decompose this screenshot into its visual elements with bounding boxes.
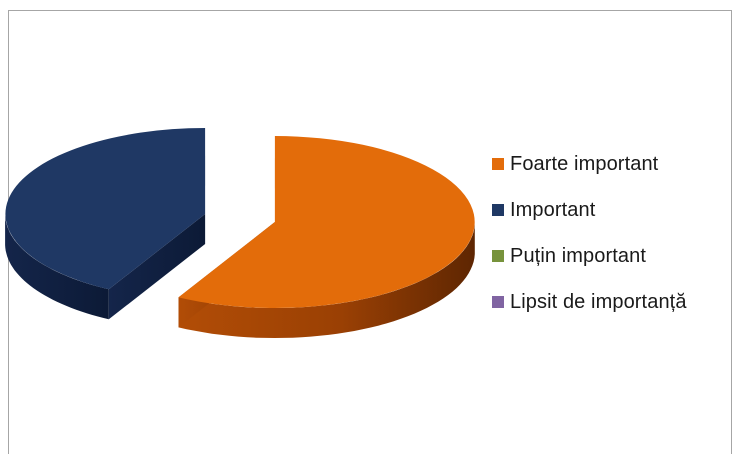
legend-item: Foarte important bbox=[492, 152, 687, 176]
legend-swatch bbox=[492, 250, 504, 262]
pie-slice bbox=[5, 128, 206, 320]
pie-slice-top bbox=[178, 136, 475, 308]
legend-label: Foarte important bbox=[510, 152, 659, 175]
chart-legend: Foarte important Important Puțin important… bbox=[492, 152, 687, 336]
legend-item: Puțin important bbox=[492, 244, 687, 268]
pie-slice-side bbox=[178, 224, 475, 338]
legend-label: Important bbox=[510, 198, 596, 221]
pie-slice-wall bbox=[108, 213, 206, 320]
legend-item: Important bbox=[492, 198, 687, 222]
legend-item: Lipsit de importanță bbox=[492, 290, 687, 314]
pie-slice bbox=[178, 136, 475, 338]
pie-slice-side bbox=[5, 215, 109, 320]
legend-swatch bbox=[492, 158, 504, 170]
legend-label: Lipsit de importanță bbox=[510, 290, 687, 313]
legend-label: Puțin important bbox=[510, 244, 647, 267]
pie-slice-top bbox=[5, 128, 206, 290]
legend-swatch bbox=[492, 204, 504, 216]
legend-swatch bbox=[492, 296, 504, 308]
